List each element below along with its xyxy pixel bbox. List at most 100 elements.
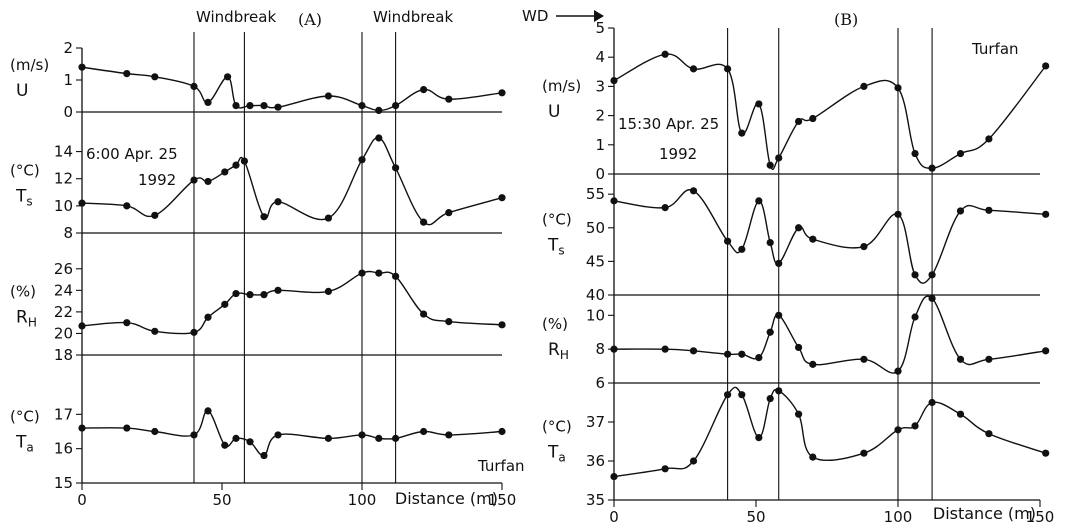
data-point-b-U-1 [661, 50, 669, 58]
data-point-a-Ts-8 [260, 213, 268, 221]
data-point-b-Ta-3 [724, 391, 732, 399]
data-point-b-RH-3 [724, 350, 732, 358]
data-point-b-U-7 [775, 154, 783, 162]
data-point-a-U-4 [204, 98, 212, 106]
series-line-a-U [81, 66, 503, 112]
time-label-b: 15:30 Apr. 25 [618, 115, 719, 133]
data-point-b-Ta-8 [795, 410, 803, 418]
y-tick-label-b-RH-6: 6 [595, 374, 605, 392]
data-point-b-RH-7 [775, 311, 783, 319]
y-tick-label-a-RH-22: 22 [54, 303, 73, 321]
data-point-b-Ta-6 [766, 395, 774, 403]
var-label-b-RH: RH [548, 340, 569, 362]
y-tick-label-b-U-1: 1 [595, 136, 605, 154]
var-label-b-Ta: Ta [547, 443, 566, 465]
data-point-b-Ts-0 [610, 197, 618, 205]
data-point-a-Ta-3 [190, 431, 198, 439]
data-point-a-Ts-0 [78, 199, 86, 207]
data-point-a-Ts-9 [274, 198, 282, 206]
y-tick-label-a-U-2: 2 [63, 39, 73, 57]
data-point-b-Ta-0 [610, 473, 618, 481]
y-tick-label-a-Ta-15: 15 [54, 474, 73, 492]
data-point-b-RH-9 [809, 360, 817, 368]
data-point-a-RH-7 [246, 291, 254, 299]
data-point-a-Ta-8 [260, 451, 268, 460]
data-point-a-RH-6 [232, 289, 240, 298]
var-label-b-Ts: Ts [547, 236, 565, 258]
var-label-a-Ts: Ts [15, 187, 33, 209]
data-point-b-Ta-11 [894, 426, 902, 434]
data-point-b-U-13 [928, 164, 936, 172]
data-point-a-Ta-1 [123, 424, 131, 432]
unit-label-a-Ta: (°C) [10, 408, 40, 426]
data-point-b-Ta-12 [911, 422, 919, 430]
data-point-a-Ta-11 [358, 431, 366, 439]
data-point-a-Ta-7 [246, 438, 254, 446]
y-tick-label-a-U-0: 0 [63, 103, 73, 121]
data-point-b-RH-5 [755, 354, 763, 362]
data-point-a-Ts-1 [123, 202, 131, 210]
data-point-a-Ts-13 [392, 164, 400, 172]
data-point-a-U-14 [420, 86, 428, 94]
x-axis-label-b: Distance (m) [933, 504, 1036, 522]
data-point-a-Ta-14 [420, 427, 428, 436]
data-point-b-Ts-1 [661, 204, 669, 212]
y-tick-label-b-RH-10: 10 [586, 306, 605, 324]
data-point-b-U-2 [689, 65, 698, 73]
x-tick-label-a-100: 100 [348, 491, 377, 509]
unit-label-b-RH: (%) [542, 315, 568, 333]
data-point-a-U-7 [246, 102, 254, 110]
data-point-b-U-12 [911, 149, 919, 158]
data-point-b-RH-15 [985, 355, 993, 363]
data-point-a-Ts-15 [445, 209, 453, 217]
y-tick-label-b-Ts-55: 55 [586, 185, 605, 203]
time-label-a: 6:00 Apr. 25 [86, 145, 178, 163]
y-tick-label-b-Ta-35: 35 [586, 491, 605, 509]
y-tick-label-a-RH-18: 18 [54, 346, 73, 364]
data-point-a-U-8 [260, 102, 268, 110]
data-point-a-U-5 [224, 73, 232, 81]
data-point-a-Ts-16 [498, 194, 506, 202]
data-point-a-Ta-4 [204, 407, 212, 415]
data-point-a-Ta-15 [445, 431, 453, 439]
unit-label-b-U: (m/s) [542, 77, 581, 95]
data-point-a-U-15 [445, 95, 453, 103]
data-point-a-RH-1 [123, 319, 131, 327]
data-point-b-RH-16 [1042, 347, 1050, 355]
data-point-a-RH-16 [498, 321, 506, 329]
data-point-a-U-3 [190, 82, 198, 90]
y-tick-label-b-RH-8: 8 [595, 340, 605, 358]
data-point-a-Ts-11 [358, 156, 366, 164]
data-point-a-Ts-6 [232, 161, 240, 169]
data-point-a-Ts-7 [240, 157, 248, 165]
data-point-b-RH-6 [766, 328, 774, 336]
y-tick-label-b-Ts-40: 40 [586, 286, 605, 304]
data-point-b-Ts-14 [956, 207, 965, 215]
data-point-b-U-0 [610, 76, 618, 85]
data-point-a-Ts-5 [221, 168, 229, 176]
data-point-b-U-9 [809, 114, 817, 123]
data-point-b-RH-0 [610, 345, 618, 353]
data-point-b-U-15 [985, 135, 993, 143]
data-point-b-Ta-15 [985, 430, 993, 438]
y-tick-label-b-U-2: 2 [595, 107, 605, 125]
data-point-a-Ta-16 [498, 427, 506, 436]
data-point-b-Ta-13 [928, 398, 936, 407]
data-point-a-RH-5 [221, 300, 229, 308]
data-point-a-Ts-2 [151, 211, 159, 219]
data-point-a-U-10 [324, 92, 332, 100]
data-point-a-Ta-2 [151, 427, 159, 436]
data-point-a-Ta-9 [274, 431, 282, 439]
y-tick-label-b-Ta-37: 37 [586, 413, 605, 431]
wd-label: WD [522, 7, 548, 25]
data-point-b-RH-2 [689, 347, 698, 355]
data-point-b-Ts-4 [738, 245, 746, 253]
x-tick-label-b-50: 50 [746, 508, 765, 522]
data-point-b-Ts-5 [755, 197, 763, 205]
data-point-a-Ta-6 [232, 434, 240, 442]
data-point-a-RH-3 [190, 328, 198, 336]
y-tick-label-a-Ts-8: 8 [63, 224, 73, 242]
y-tick-label-b-Ta-36: 36 [586, 452, 605, 470]
